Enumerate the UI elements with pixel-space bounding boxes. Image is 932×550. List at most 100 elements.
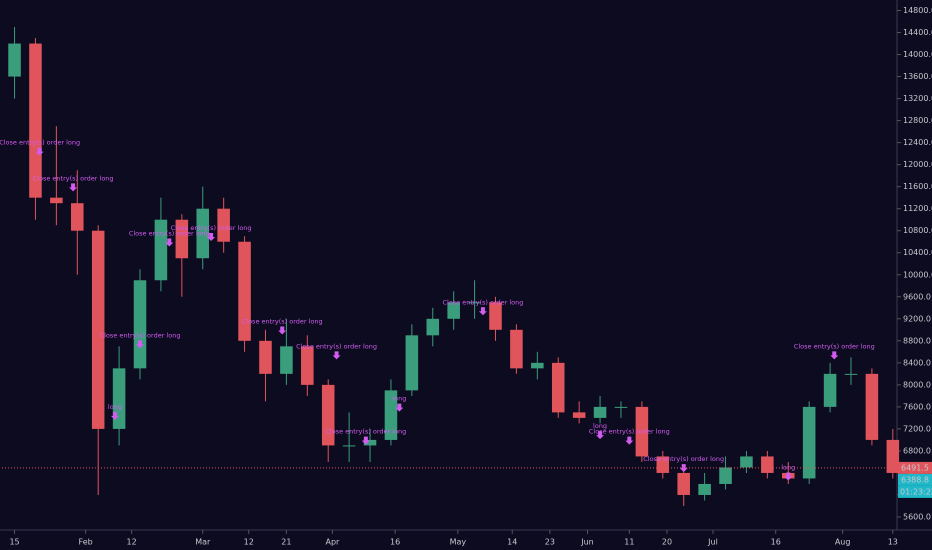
x-tick-label: 21 <box>281 538 291 547</box>
x-tick-label: 13 <box>888 538 898 547</box>
candle-body <box>802 406 816 479</box>
x-tick-label: 12 <box>127 538 137 547</box>
candle-body <box>886 439 900 473</box>
y-tick-label: 9200.0 <box>903 314 931 323</box>
candle-body <box>698 483 711 495</box>
annotation-arrow <box>207 232 216 241</box>
current-price-label: 6388.8 <box>901 475 929 484</box>
candle-body <box>447 302 460 319</box>
candle-body <box>29 43 42 198</box>
y-tick-label: 14800.0 <box>903 6 932 15</box>
candle-body <box>614 406 628 408</box>
annotation: Close entry(s) order long <box>129 229 210 237</box>
candle-body <box>823 373 837 407</box>
candle-body <box>656 456 670 473</box>
x-tick-label: Aug <box>835 538 851 547</box>
y-tick-label: 8000.0 <box>903 380 931 389</box>
candle-body <box>593 406 607 418</box>
x-tick-label: 23 <box>545 538 555 547</box>
candle-body <box>677 472 690 495</box>
annotation-arrow <box>395 403 404 412</box>
candle-body <box>196 208 210 259</box>
x-tick-label: 15 <box>9 538 19 547</box>
annotation-arrow <box>35 147 44 156</box>
annotation: Close entry(s) order long <box>100 331 181 339</box>
y-tick-label: 9600.0 <box>903 292 931 301</box>
annotation-arrow <box>596 431 605 440</box>
candle-body <box>363 439 377 446</box>
annotation: long <box>392 395 406 403</box>
x-tick-label: 20 <box>662 538 672 547</box>
annotation: Close entry(s) order long <box>794 342 875 350</box>
annotation-arrow <box>332 351 341 360</box>
candle-body <box>50 197 63 204</box>
candle-body <box>426 318 440 336</box>
x-tick-label: May <box>450 538 467 547</box>
x-tick-label: Jun <box>580 538 594 547</box>
annotation-arrow <box>69 183 78 192</box>
x-tick-label: Jul <box>707 538 718 547</box>
y-tick-label: 10400.0 <box>903 248 932 257</box>
countdown-box <box>898 485 932 498</box>
y-tick-label: 10000.0 <box>903 270 932 279</box>
annotation: Close entry(s) order long <box>325 428 406 436</box>
annotation: Close entry(s) order long <box>242 318 323 326</box>
last-price-label: 6491.5 <box>901 463 929 472</box>
y-tick-label: 14000.0 <box>903 50 932 59</box>
annotation: Close entry(s) order long <box>643 455 724 463</box>
x-tick-label: 16 <box>390 538 400 547</box>
candle-body <box>384 390 398 440</box>
candle-body <box>531 362 544 369</box>
annotation-arrow <box>478 307 487 316</box>
annotation: Close entry(s) order long <box>0 139 80 147</box>
candle-body <box>112 368 126 429</box>
candle-body <box>259 340 272 374</box>
last-price-box <box>898 461 932 474</box>
candle-body <box>740 456 753 468</box>
candle-body <box>719 467 732 484</box>
annotation-arrow <box>136 340 145 349</box>
x-tick-label: Mar <box>195 538 211 547</box>
annotation-arrow <box>625 436 634 445</box>
y-tick-label: 10800.0 <box>903 226 932 235</box>
y-tick-label: 8800.0 <box>903 336 931 345</box>
y-tick-label: 7200.0 <box>903 424 931 433</box>
y-tick-label: 13600.0 <box>903 72 932 81</box>
candle-body <box>321 384 335 446</box>
annotation: Close entry(s) order long <box>171 224 252 232</box>
y-tick-label: 12800.0 <box>903 116 932 125</box>
y-tick-label: 13200.0 <box>903 94 932 103</box>
candle-body <box>91 230 105 429</box>
candle-body <box>844 373 858 375</box>
candle-body <box>489 302 502 330</box>
candle-body <box>342 445 356 447</box>
annotation-arrow <box>278 326 287 335</box>
candle-body <box>761 456 774 473</box>
candle-body <box>865 373 879 440</box>
candle-body <box>217 208 230 242</box>
candle-body <box>8 43 21 77</box>
x-tick-label: Apr <box>325 538 340 547</box>
candle-body <box>133 280 147 369</box>
y-tick-label: 12400.0 <box>903 138 932 147</box>
candle-body <box>301 346 314 385</box>
y-tick-label: 8400.0 <box>903 358 931 367</box>
y-tick-label: 5600.0 <box>903 512 931 521</box>
annotation: Close entry(s) order long <box>589 428 670 436</box>
candle-body <box>551 362 565 413</box>
y-tick-label: 11600.0 <box>903 182 932 191</box>
x-tick-label: Feb <box>79 538 93 547</box>
y-tick-label: 11200.0 <box>903 204 932 213</box>
annotation-arrow <box>110 411 119 420</box>
y-tick-label: 14400.0 <box>903 28 932 37</box>
candle-body <box>635 406 649 457</box>
annotation-arrow <box>830 351 839 360</box>
annotation: long <box>108 403 122 411</box>
annotation: Close entry(s) order long <box>33 174 114 182</box>
candle-body <box>238 241 251 341</box>
annotation: Close entry(s) order long <box>296 342 377 350</box>
x-tick-label: 14 <box>507 538 517 547</box>
y-tick-label: 6800.0 <box>903 446 931 455</box>
annotation: Close entry(s) order long <box>442 298 523 306</box>
